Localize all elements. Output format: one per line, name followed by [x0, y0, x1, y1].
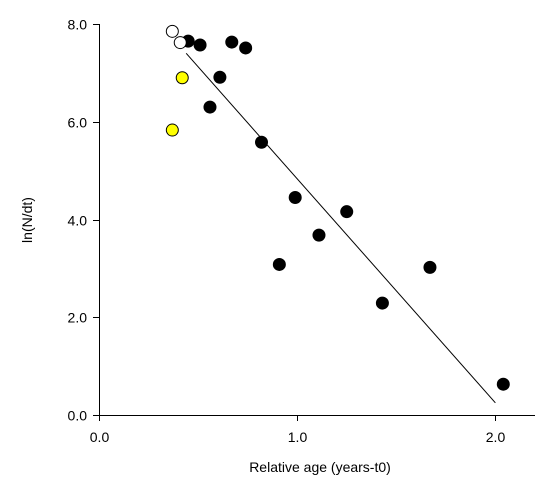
data-point-filled-circle [288, 191, 302, 205]
data-point-filled-circle [213, 70, 227, 84]
x-tick-label: 0.0 [90, 429, 110, 445]
y-tick-label: 4.0 [68, 213, 88, 229]
data-point-filled-circle [193, 38, 207, 52]
x-tick-label: 1.0 [288, 429, 308, 445]
y-tick-label: 6.0 [68, 115, 88, 131]
data-point-filled-circle [423, 260, 437, 274]
data-point-open-circle [165, 24, 179, 38]
data-point-filled-circle [225, 35, 239, 49]
data-point-filled-circle [340, 205, 354, 219]
y-axis-label: ln(N/dt) [19, 197, 35, 243]
x-axis-label: Relative age (years-t0) [249, 459, 391, 475]
data-point-filled-circle [255, 135, 269, 149]
data-point-filled-circle [375, 296, 389, 310]
y-tick-label: 2.0 [68, 310, 88, 326]
y-tick-label: 8.0 [68, 17, 88, 33]
data-point-filled-circle [203, 100, 217, 114]
data-point-filled-circle [272, 257, 286, 271]
regression-line [185, 52, 496, 404]
data-point-yellow-circle [165, 123, 179, 137]
fit-line [185, 52, 496, 404]
tick-labels: 0.0 2.0 4.0 6.0 8.0 0.0 1.0 2.0 [68, 17, 506, 446]
axes [93, 24, 535, 421]
data-points [165, 24, 510, 391]
y-tick-label: 0.0 [68, 408, 88, 424]
data-point-filled-circle [239, 41, 253, 55]
data-point-yellow-circle [175, 71, 189, 85]
data-point-open-circle [173, 36, 187, 50]
data-point-filled-circle [312, 228, 326, 242]
data-point-filled-circle [496, 377, 510, 391]
x-tick-label: 2.0 [486, 429, 506, 445]
